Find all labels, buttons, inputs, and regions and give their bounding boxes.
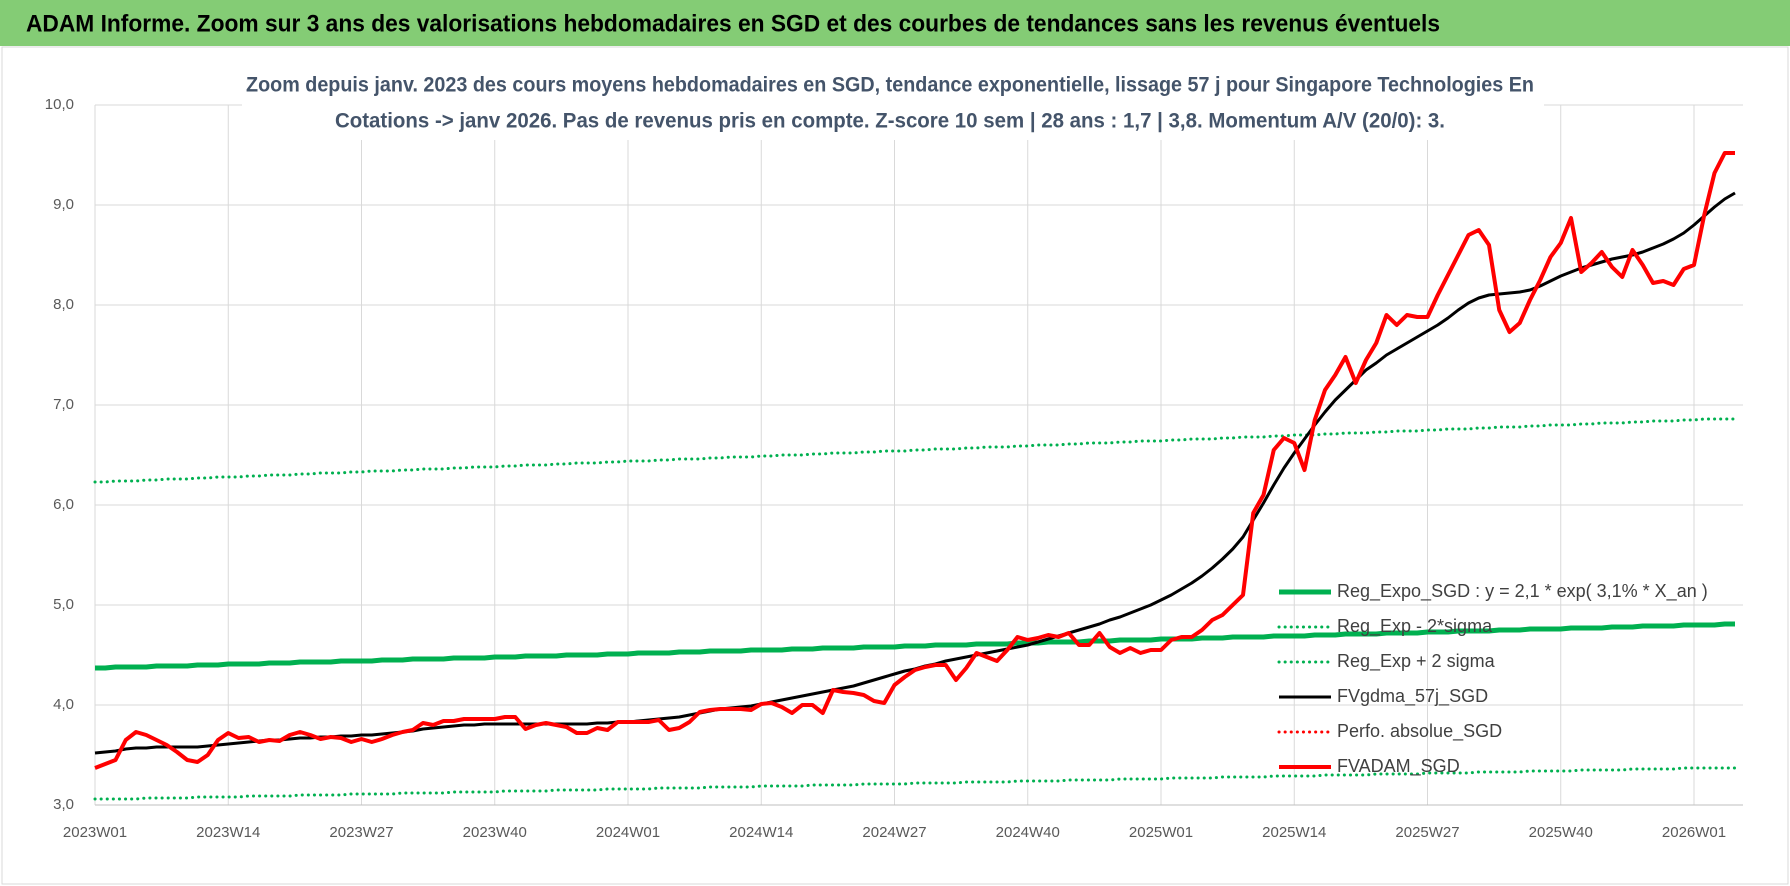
- y-tick-label: 4,0: [53, 696, 74, 713]
- x-tick-label: 2025W40: [1529, 824, 1593, 841]
- series-line: [93, 766, 1737, 801]
- y-tick-label: 5,0: [53, 596, 74, 613]
- legend-label: FVADAM_SGD: [1337, 756, 1460, 777]
- header-banner: [0, 0, 1790, 46]
- series-line: [94, 151, 1735, 770]
- x-tick-label: 2025W14: [1262, 824, 1326, 841]
- y-tick-label: 10,0: [45, 96, 74, 113]
- x-tick-label: 2025W27: [1395, 824, 1459, 841]
- x-tick-label: 2023W14: [196, 824, 260, 841]
- x-tick-label: 2024W01: [596, 824, 660, 841]
- header-title: ADAM Informe. Zoom sur 3 ans des valoris…: [26, 10, 1440, 37]
- x-tick-label: 2023W01: [63, 824, 127, 841]
- x-tick-label: 2024W40: [996, 824, 1060, 841]
- x-tick-label: 2024W14: [729, 824, 793, 841]
- y-tick-label: 6,0: [53, 496, 74, 513]
- x-tick-label: 2024W27: [862, 824, 926, 841]
- legend: Reg_Expo_SGD : y = 2,1 * exp( 3,1% * X_a…: [1277, 581, 1708, 777]
- legend-label: Reg_Exp + 2 sigma: [1337, 651, 1496, 672]
- legend-label: Perfo. absolue_SGD: [1337, 721, 1502, 742]
- series-line: [93, 417, 1737, 484]
- y-tick-label: 9,0: [53, 196, 74, 213]
- x-tick-label: 2025W01: [1129, 824, 1193, 841]
- y-tick-label: 3,0: [53, 796, 74, 813]
- x-tick-label: 2023W40: [463, 824, 527, 841]
- legend-label: FVgdma_57j_SGD: [1337, 686, 1488, 707]
- x-tick-label: 2023W27: [329, 824, 393, 841]
- chart-title: Cotations -> janv 2026. Pas de revenus p…: [335, 110, 1445, 133]
- x-tick-label: 2026W01: [1662, 824, 1726, 841]
- plot-area: [93, 151, 1737, 801]
- series-line: [95, 621, 1735, 671]
- y-tick-label: 7,0: [53, 396, 74, 413]
- grid: [94, 104, 1743, 806]
- chart-title: Zoom depuis janv. 2023 des cours moyens …: [246, 74, 1534, 97]
- legend-label: Reg_Expo_SGD : y = 2,1 * exp( 3,1% * X_a…: [1337, 581, 1708, 602]
- title-background: [242, 66, 1544, 140]
- y-tick-label: 8,0: [53, 296, 74, 313]
- legend-label: Reg_Exp - 2*sigma: [1337, 616, 1493, 637]
